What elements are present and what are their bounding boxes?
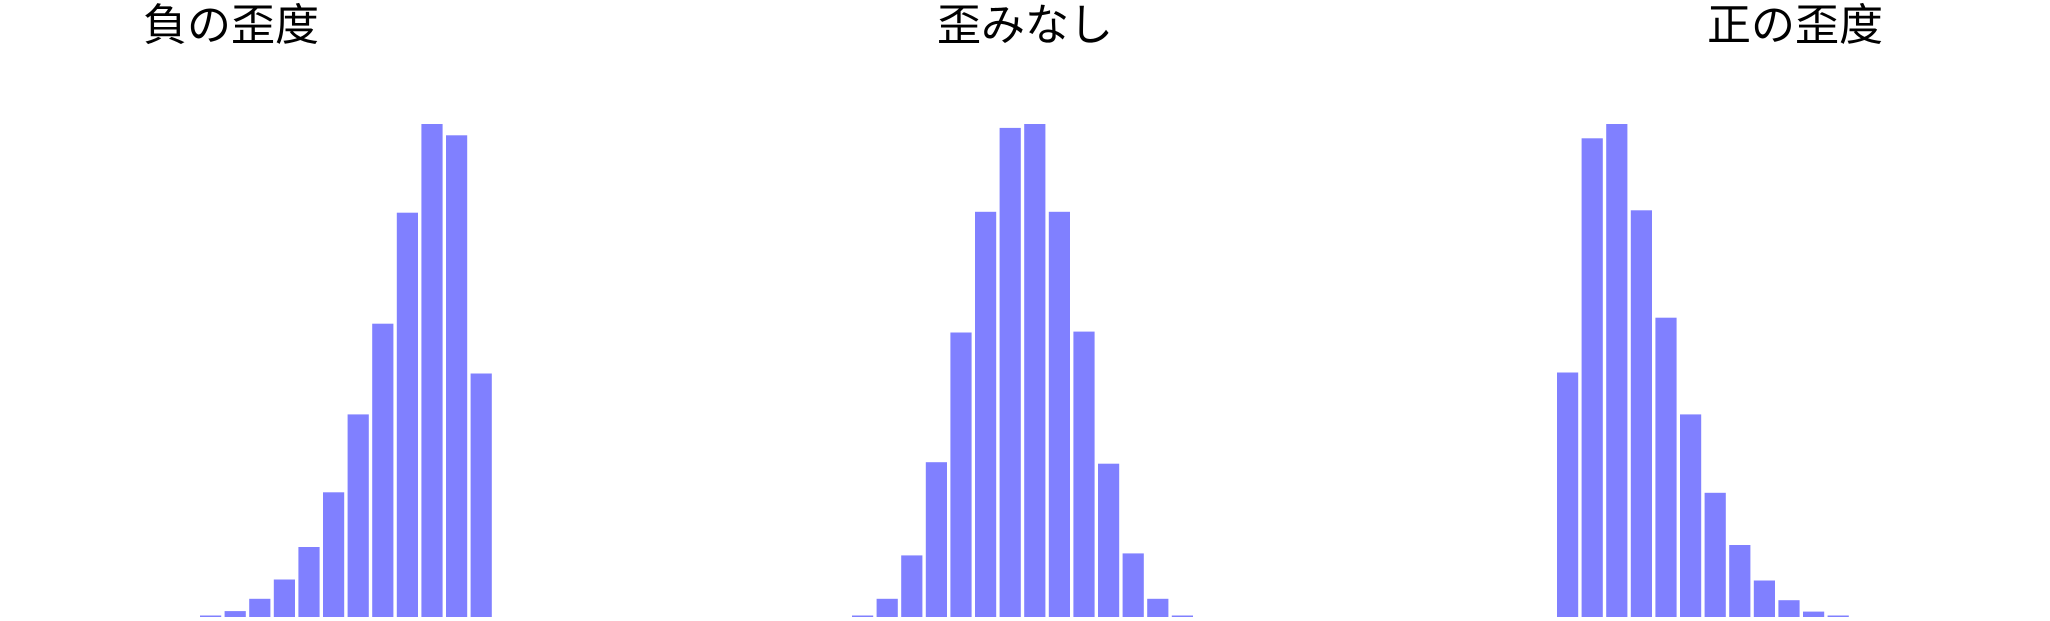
no-skew-bar-6 [975, 211, 997, 618]
positive-skew-bar-6 [1680, 414, 1702, 617]
negative-skew-bar-8 [372, 323, 394, 617]
negative-skew-bar-7 [347, 414, 369, 617]
positive-skew-bar-1 [1557, 372, 1579, 617]
no-skew-bar-12 [1122, 553, 1144, 617]
positive-skew-panel: 正の歪度 [1557, 0, 1883, 618]
positive-skew-bar-4 [1630, 210, 1652, 618]
no-skew-bar-8 [1024, 124, 1046, 617]
positive-skew-bar-9 [1753, 580, 1775, 617]
negative-skew-bar-6 [323, 492, 345, 617]
positive-skew-bars [1557, 124, 1849, 618]
negative-skew-bar-1 [200, 615, 222, 617]
positive-skew-title: 正の歪度 [1707, 0, 1883, 51]
negative-skew-bar-5 [298, 547, 320, 617]
negative-skew-bar-10 [421, 124, 443, 617]
negative-skew-bar-2 [224, 611, 246, 617]
no-skew-bar-10 [1073, 331, 1095, 617]
no-skew-bar-14 [1171, 615, 1193, 617]
no-skew-title: 歪みなし [937, 0, 1113, 51]
negative-skew-panel: 負の歪度 [143, 0, 492, 618]
no-skew-bar-13 [1147, 598, 1169, 617]
negative-skew-bar-4 [273, 579, 295, 617]
positive-skew-bar-5 [1655, 317, 1677, 617]
no-skew-panel: 歪みなし [852, 0, 1193, 618]
positive-skew-bar-11 [1803, 611, 1825, 617]
no-skew-bar-3 [901, 555, 923, 617]
no-skew-bar-2 [876, 598, 898, 617]
positive-skew-bar-3 [1606, 124, 1628, 617]
negative-skew-bars [200, 124, 492, 618]
negative-skew-bar-9 [396, 212, 418, 617]
negative-skew-bar-12 [470, 373, 492, 617]
no-skew-bars [852, 124, 1193, 618]
no-skew-bar-1 [852, 615, 874, 617]
positive-skew-bar-7 [1704, 492, 1726, 617]
no-skew-bar-9 [1048, 211, 1070, 618]
negative-skew-title: 負の歪度 [143, 0, 319, 51]
negative-skew-bar-3 [249, 598, 271, 617]
positive-skew-bar-8 [1729, 545, 1751, 617]
positive-skew-bar-12 [1827, 615, 1849, 617]
no-skew-bar-5 [950, 332, 972, 617]
no-skew-bar-4 [925, 462, 947, 617]
negative-skew-bar-11 [446, 135, 468, 618]
no-skew-bar-11 [1098, 463, 1120, 617]
positive-skew-bar-10 [1778, 600, 1800, 617]
positive-skew-bar-2 [1581, 138, 1603, 618]
no-skew-bar-7 [999, 127, 1021, 618]
